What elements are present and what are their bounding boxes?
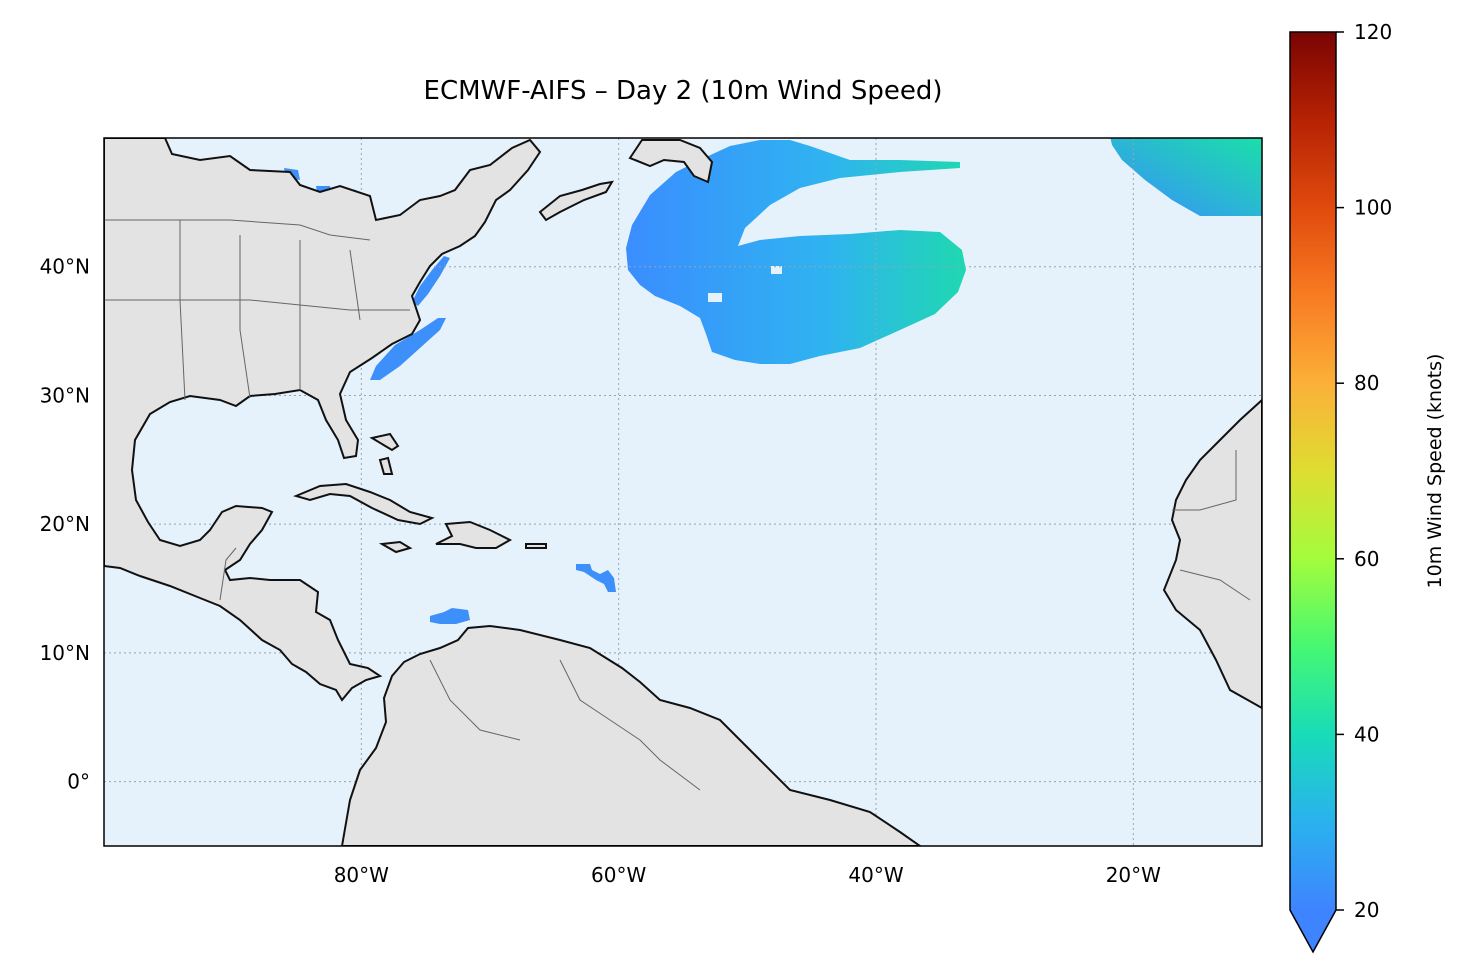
land-bahamas xyxy=(369,432,400,475)
colorbar-tick-label: 80 xyxy=(1354,371,1379,395)
land-masses xyxy=(104,138,1262,846)
colorbar-tick-label: 120 xyxy=(1354,20,1392,44)
colorbar-tick-label: 20 xyxy=(1354,898,1379,922)
x-tick-label: 60°W xyxy=(591,863,646,887)
land-cuba xyxy=(292,482,435,526)
x-tick-label: 20°W xyxy=(1106,863,1161,887)
wind-patch-us-coast xyxy=(370,318,446,380)
y-axis-ticks: 0° 10°N 20°N 30°N 40°N xyxy=(40,255,90,794)
x-tick-label: 80°W xyxy=(334,863,389,887)
wind-swath-northeast xyxy=(1110,138,1262,216)
y-tick-label: 10°N xyxy=(40,641,90,665)
wind-patch-caribbean-south xyxy=(430,608,470,624)
land-north-america xyxy=(104,138,542,702)
colorbar-extend-min xyxy=(1290,910,1336,952)
land-hispaniola xyxy=(435,520,513,549)
colorbar: 20 40 60 80 100 120 10m Wind Speed (knots) xyxy=(1289,20,1446,954)
y-tick-label: 0° xyxy=(67,770,90,794)
colorbar-tick-label: 60 xyxy=(1354,547,1379,571)
land-africa xyxy=(1162,398,1262,710)
land-nova-scotia xyxy=(538,180,614,222)
map-frame xyxy=(103,137,1263,847)
land-puerto-rico xyxy=(525,543,547,549)
colorbar-frame xyxy=(1289,31,1337,954)
land-canada-east xyxy=(628,139,714,184)
political-borders xyxy=(104,219,1251,791)
wind-patch-lesser-antilles xyxy=(576,564,616,592)
wind-patch-nj xyxy=(412,256,450,306)
colorbar-gradient xyxy=(1290,32,1336,910)
land-south-america xyxy=(340,624,922,846)
x-axis-ticks: 80°W 60°W 40°W 20°W xyxy=(334,863,1161,887)
wind-speed-field xyxy=(266,138,1262,624)
colorbar-ticks: 20 40 60 80 100 120 xyxy=(1336,20,1392,922)
y-tick-label: 40°N xyxy=(40,255,90,279)
map-title: ECMWF-AIFS – Day 2 (10m Wind Speed) xyxy=(423,76,943,106)
colorbar-tick-label: 40 xyxy=(1354,722,1379,746)
y-tick-label: 20°N xyxy=(40,512,90,536)
colorbar-label: 10m Wind Speed (knots) xyxy=(1424,354,1446,589)
wind-gap xyxy=(708,293,722,302)
land-jamaica xyxy=(378,540,413,554)
y-tick-label: 30°N xyxy=(40,383,90,407)
colorbar-tick-label: 100 xyxy=(1354,196,1392,220)
wind-swath-gyre xyxy=(626,140,966,364)
wind-gap xyxy=(771,266,782,274)
x-tick-label: 40°W xyxy=(848,863,903,887)
map-area xyxy=(104,138,1262,846)
